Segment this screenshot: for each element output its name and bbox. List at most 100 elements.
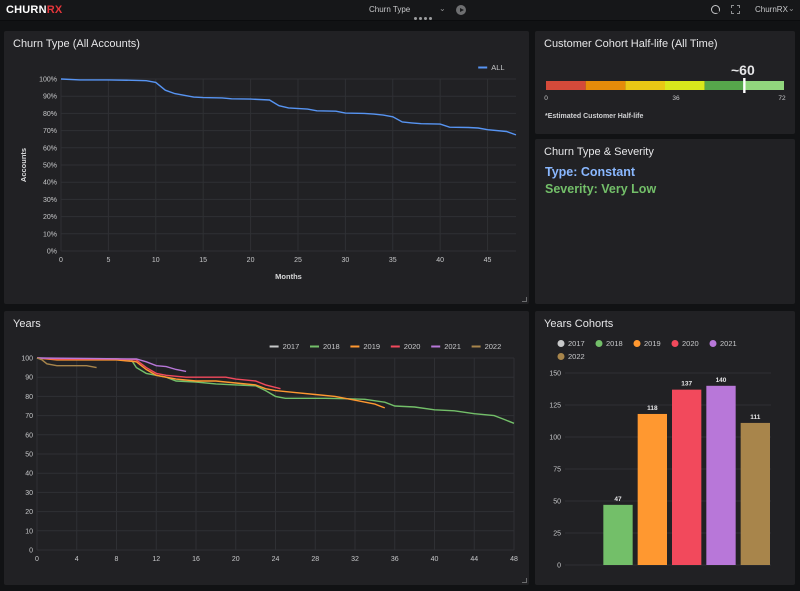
dashboard-pager-icon[interactable] xyxy=(414,7,436,20)
y-tick-label: 40% xyxy=(43,180,57,187)
x-tick-label: 40 xyxy=(436,257,444,264)
half-life-value: ~60 xyxy=(731,62,755,78)
y-tick-label: 70% xyxy=(43,128,57,135)
gauge-segment xyxy=(546,81,586,90)
legend-dot-2017 xyxy=(557,340,565,347)
y-tick-label: 20 xyxy=(25,509,33,516)
playlist-play-icon[interactable] xyxy=(456,5,466,15)
legend-label-2019: 2019 xyxy=(363,342,380,351)
y-tick-label: 100% xyxy=(39,77,57,84)
y-tick-label: 0 xyxy=(29,548,33,555)
gauge-segment xyxy=(585,81,626,90)
legend-label-2018: 2018 xyxy=(606,339,623,348)
x-tick-label: 20 xyxy=(232,556,240,563)
gauge-segment xyxy=(704,81,745,90)
y-tick-label: 50% xyxy=(43,163,57,170)
legend-dot-2020 xyxy=(671,340,679,347)
panel-half-life: Customer Cohort Half-life (All Time) ~60… xyxy=(535,31,795,134)
bar-2018 xyxy=(603,504,633,565)
gauge-segment xyxy=(625,81,665,90)
fullscreen-icon[interactable] xyxy=(731,5,740,14)
x-tick-label: 40 xyxy=(431,556,439,563)
y-tick-label: 0 xyxy=(557,563,561,570)
legend-label-2017: 2017 xyxy=(283,342,300,351)
gauge-segment xyxy=(665,81,705,90)
churn-type-text: Type: Constant xyxy=(545,165,636,179)
legend-dot-2018 xyxy=(595,340,603,347)
y-tick-label: 30% xyxy=(43,197,57,204)
panel-title[interactable]: Churn Type & Severity xyxy=(544,146,654,158)
legend-label-2022: 2022 xyxy=(485,342,502,351)
y-tick-label: 20% xyxy=(43,214,57,221)
churn-severity-text: Severity: Very Low xyxy=(545,182,657,196)
bar-2021 xyxy=(706,385,736,565)
legend-label-2020: 2020 xyxy=(404,342,421,351)
x-tick-label: 10 xyxy=(152,257,160,264)
gauge-max-label: 72 xyxy=(778,95,786,102)
chevron-down-icon[interactable]: ⌄ xyxy=(439,4,446,13)
bar-value-label: 137 xyxy=(681,381,692,388)
y-tick-label: 125 xyxy=(549,403,561,410)
panel-title[interactable]: Churn Type (All Accounts) xyxy=(13,38,140,50)
legend-label-2022: 2022 xyxy=(568,352,585,361)
churnrx-logo[interactable]: CHURNRX xyxy=(6,4,63,16)
y-tick-label: 100 xyxy=(21,356,33,363)
panel-years-cohorts: Years Cohorts 0 25 50 75 100 125 150 47 118 137 14… xyxy=(535,311,795,585)
y-tick-label: 30 xyxy=(25,490,33,497)
gauge-min-label: 0 xyxy=(544,95,548,102)
bar-value-label: 47 xyxy=(614,496,622,503)
y-tick-label: 75 xyxy=(553,467,561,474)
legend-dot-2022 xyxy=(557,353,565,360)
y-tick-label: 40 xyxy=(25,471,33,478)
user-menu[interactable]: ChurnRX xyxy=(755,5,788,14)
y-tick-label: 90 xyxy=(25,375,33,382)
y-tick-label: 0% xyxy=(47,249,57,256)
y-tick-label: 25 xyxy=(553,531,561,538)
bar-value-label: 118 xyxy=(647,405,658,412)
resize-handle[interactable] xyxy=(522,297,527,302)
palette-icon[interactable] xyxy=(711,5,720,14)
y-tick-label: 50 xyxy=(25,452,33,459)
x-tick-label: 20 xyxy=(247,257,255,264)
x-tick-label: 32 xyxy=(351,556,359,563)
panel-churn-type-all: Churn Type (All Accounts) 0% 10% 20% 30% 40%… xyxy=(4,31,529,304)
x-tick-label: 4 xyxy=(75,556,79,563)
bar-2019 xyxy=(637,413,667,565)
x-tick-label: 12 xyxy=(152,556,160,563)
series-line-2022 xyxy=(36,357,97,369)
x-tick-label: 16 xyxy=(192,556,200,563)
panel-title[interactable]: Customer Cohort Half-life (All Time) xyxy=(544,38,718,50)
x-tick-label: 35 xyxy=(389,257,397,264)
legend-label-2018: 2018 xyxy=(323,342,340,351)
bar-2022 xyxy=(740,422,770,565)
legend-dot-2021 xyxy=(709,340,717,347)
x-tick-label: 15 xyxy=(199,257,207,264)
y-tick-label: 60 xyxy=(25,432,33,439)
legend-label-ALL: ALL xyxy=(491,63,504,72)
bar-value-label: 140 xyxy=(716,377,727,384)
series-line-2018 xyxy=(36,357,515,424)
x-tick-label: 30 xyxy=(341,257,349,264)
series-line-2021 xyxy=(36,357,187,373)
panel-type-severity: Churn Type & Severity Type: Constant Sev… xyxy=(535,139,795,304)
y-tick-label: 80 xyxy=(25,394,33,401)
dashboard-title[interactable]: Churn Type xyxy=(369,5,411,14)
panel-title[interactable]: Years xyxy=(13,318,41,330)
churn-all-chart: 0% 10% 20% 30% 40% 50% 60% 70% 80% 90% 100% 0 5 10 15 2… xyxy=(19,63,517,281)
x-tick-label: 36 xyxy=(391,556,399,563)
y-tick-label: 10% xyxy=(43,231,57,238)
y-axis-label: Accounts xyxy=(19,148,28,182)
bar-value-label: 111 xyxy=(750,414,761,421)
legend-label-2017: 2017 xyxy=(568,339,585,348)
panel-years: Years 0 10 20 30 40 50 60 70 80 90 100 0 4 8 12 16 20 24 2… xyxy=(4,311,529,585)
legend-dot-2019 xyxy=(633,340,641,347)
user-chevron-icon[interactable]: ⌄ xyxy=(788,4,795,13)
legend-label-2020: 2020 xyxy=(682,339,699,348)
y-tick-label: 60% xyxy=(43,145,57,152)
half-life-gauge: 0 36 72 xyxy=(544,78,786,102)
panel-title[interactable]: Years Cohorts xyxy=(544,318,614,330)
y-tick-label: 150 xyxy=(549,371,561,378)
y-tick-label: 70 xyxy=(25,413,33,420)
resize-handle[interactable] xyxy=(522,578,527,583)
